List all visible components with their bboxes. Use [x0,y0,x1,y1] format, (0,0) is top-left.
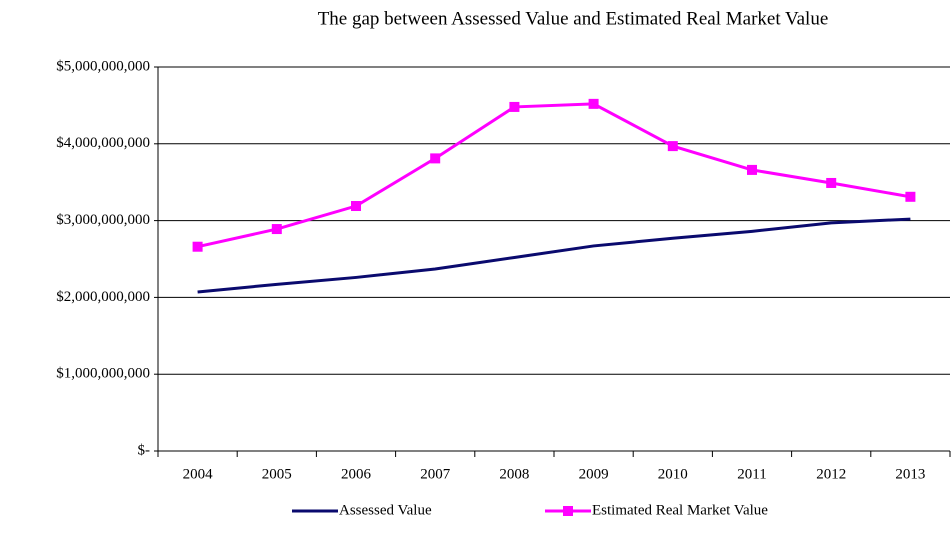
point-marker [509,101,520,112]
y-tick-label: $- [138,442,151,458]
point-marker [192,241,203,252]
legend-marker [563,506,573,516]
point-marker [351,201,361,212]
x-tick-label: 2005 [262,466,292,482]
series-line [197,217,911,294]
x-tick-label: 2006 [341,466,372,482]
point-marker [747,164,757,175]
x-tick-label: 2004 [183,466,214,482]
point-marker [905,191,916,202]
x-tick-label: 2007 [420,466,451,482]
x-tick-label: 2011 [737,466,766,482]
point-marker [430,153,441,164]
point-marker [588,98,599,109]
point-marker [271,224,282,235]
point-marker [826,177,837,188]
legend-label: Estimated Real Market Value [592,502,768,518]
series-line [197,102,911,249]
x-tick-label: 2009 [579,466,609,482]
chart-title: The gap between Assessed Value and Estim… [318,8,829,29]
y-tick-label: $5,000,000,000 [56,58,150,74]
y-tick-label: $4,000,000,000 [56,135,150,151]
y-tick-label: $1,000,000,000 [56,366,150,382]
x-tick-label: 2012 [816,466,846,482]
x-tick-label: 2010 [658,466,688,482]
legend-label: Assessed Value [339,502,432,518]
point-marker [667,141,678,152]
y-tick-label: $2,000,000,000 [56,289,150,305]
x-tick-label: 2013 [895,466,925,482]
x-tick-label: 2008 [499,466,529,482]
y-tick-label: $3,000,000,000 [56,212,150,228]
